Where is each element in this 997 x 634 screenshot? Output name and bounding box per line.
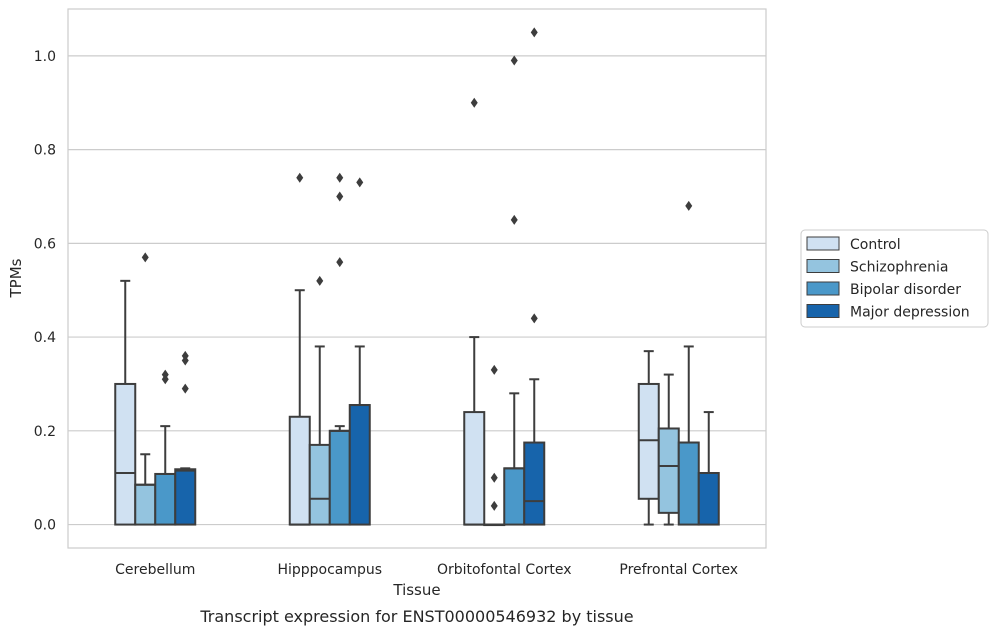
legend-swatch	[806, 304, 840, 318]
y-tick-label: 0.8	[34, 143, 56, 159]
legend: Control Schizophrenia Bipolar disorder Majo…	[800, 229, 989, 328]
x-axis-label: Tissue	[392, 581, 440, 599]
box-body	[463, 411, 486, 526]
y-tick-label: 0.0	[34, 518, 56, 534]
box-body	[697, 472, 720, 526]
box-body	[677, 441, 700, 526]
y-tick-label: 0.4	[34, 330, 56, 346]
box-body	[637, 382, 660, 500]
legend-label: Bipolar disorder	[850, 282, 961, 298]
outlier-point	[181, 383, 189, 394]
legend-label: Major depression	[850, 305, 970, 321]
y-axis-label: TPMs	[7, 258, 25, 298]
outlier-point	[510, 55, 518, 66]
outlier-point	[530, 27, 538, 38]
box-major-depression	[697, 411, 720, 526]
box-bipolar-disorder	[154, 425, 177, 526]
figure-caption: Transcript expression for ENST0000054693…	[199, 607, 633, 626]
box-schizophrenia	[483, 523, 506, 527]
box-control	[288, 289, 311, 526]
box-major-depression	[348, 345, 371, 526]
box-body	[328, 429, 351, 526]
outlier-point	[470, 97, 478, 108]
y-tick-label: 0.2	[34, 424, 56, 440]
box-schizophrenia	[657, 373, 680, 526]
legend-label: Schizophrenia	[850, 260, 948, 276]
outlier-point	[490, 500, 498, 511]
box-body	[523, 441, 546, 526]
box-schizophrenia	[134, 453, 157, 526]
outlier-point	[161, 369, 169, 380]
legend-swatch	[806, 281, 840, 296]
box-bipolar-disorder	[503, 392, 526, 526]
outlier-point	[490, 364, 498, 375]
box-major-depression	[523, 378, 546, 526]
outlier-point	[530, 313, 538, 324]
box-control	[637, 350, 660, 526]
x-tick-label: Orbitofontal Cortex	[437, 562, 572, 578]
box-body	[348, 404, 371, 526]
box-bipolar-disorder	[677, 345, 700, 526]
x-axis-ticks: Cerebellum Hipppocampus Orbitofontal Corte…	[115, 562, 738, 578]
x-tick-label: Hipppocampus	[277, 562, 382, 578]
y-tick-label: 0.6	[34, 236, 56, 252]
box-body	[134, 483, 157, 526]
plot-frame	[67, 8, 767, 549]
box-body	[154, 472, 177, 526]
x-tick-label: Prefrontal Cortex	[619, 562, 738, 578]
legend-swatch	[806, 259, 840, 273]
legend-items: Control Schizophrenia Bipolar disorder Majo…	[806, 236, 970, 321]
outlier-point	[490, 472, 498, 483]
outlier-point	[316, 275, 324, 286]
y-tick-label: 1.0	[34, 49, 56, 65]
box-body	[657, 427, 680, 514]
outlier-point	[181, 350, 189, 361]
legend-label: Control	[850, 237, 901, 253]
legend-swatch	[806, 236, 840, 251]
box-major-depression	[174, 467, 197, 526]
outlier-point	[685, 200, 693, 211]
outlier-point	[510, 214, 518, 225]
y-axis-ticks: 0.0 0.2 0.4 0.6 0.8 1.0	[34, 49, 56, 534]
outlier-point	[356, 177, 364, 188]
box-body	[503, 467, 526, 526]
box-body	[174, 468, 197, 526]
legend-frame	[800, 229, 989, 328]
outlier-point	[296, 172, 304, 183]
box-body	[114, 382, 137, 526]
box-body	[288, 415, 311, 526]
box-control	[114, 279, 137, 526]
outliers	[141, 27, 693, 511]
outlier-point	[336, 257, 344, 268]
boxes	[114, 279, 720, 527]
box-body	[308, 443, 331, 526]
box-schizophrenia	[308, 345, 331, 526]
x-tick-label: Cerebellum	[115, 562, 195, 578]
box-control	[463, 336, 486, 526]
outlier-point	[336, 172, 344, 183]
box-bipolar-disorder	[328, 425, 351, 526]
outlier-point	[141, 252, 149, 263]
outlier-point	[336, 191, 344, 202]
